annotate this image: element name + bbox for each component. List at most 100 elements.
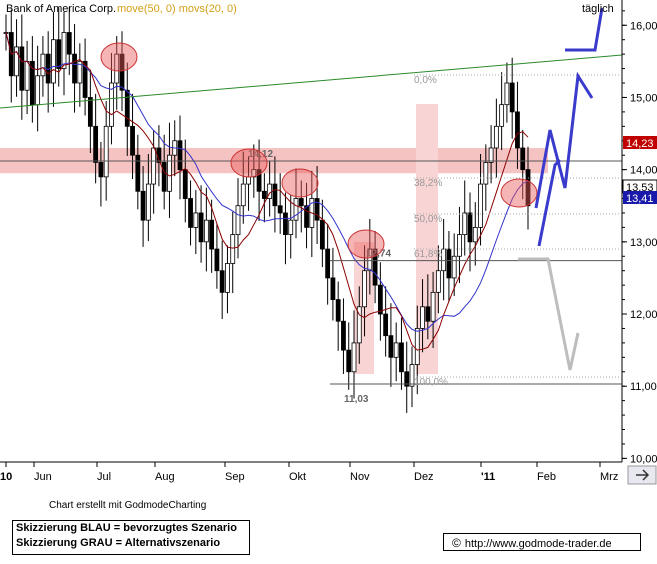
candle-body xyxy=(98,162,104,178)
candle-body xyxy=(478,183,483,228)
y-tick-label: 14,00 xyxy=(630,165,657,177)
price-tag-label: 14,23 xyxy=(626,138,654,150)
candle-body xyxy=(414,328,420,365)
candle-body xyxy=(167,154,172,192)
chart-credit: Chart erstellt mit GodmodeCharting xyxy=(49,500,207,511)
highlight-circle xyxy=(281,168,319,198)
price-tag-bg xyxy=(623,136,657,149)
candle-body xyxy=(40,53,46,77)
scenario-blue-mid xyxy=(537,158,562,247)
candle-body xyxy=(277,205,283,214)
candle-body xyxy=(351,342,357,373)
candle-body xyxy=(77,60,83,84)
x-tick-label: Sep xyxy=(225,471,245,483)
candle-body xyxy=(425,306,431,322)
x-tick-label: Okt xyxy=(289,471,306,483)
candle-body xyxy=(362,270,367,308)
scenario-blue-upper xyxy=(534,71,594,209)
legend-box: Skizzierung BLAU = bevorzugtes Szenario … xyxy=(12,520,250,555)
candle-body xyxy=(235,205,241,236)
candle-body xyxy=(383,313,389,337)
candle-body xyxy=(72,53,77,84)
fib-label: 38,2% xyxy=(414,178,442,189)
y-tick-label: 12,00 xyxy=(630,309,657,321)
indicator-label: move(50, 0) movs(20, 0) xyxy=(117,3,237,15)
candle-body xyxy=(151,147,157,185)
level-label: 11,03 xyxy=(344,394,369,405)
y-tick-label: 11,00 xyxy=(630,381,657,393)
candle-body xyxy=(246,176,251,185)
candle-body xyxy=(441,248,447,272)
candle-body xyxy=(35,75,41,106)
candle-body xyxy=(314,198,320,221)
x-tick-label: Jul xyxy=(97,471,111,483)
candle-body xyxy=(420,306,425,329)
candle-body xyxy=(19,46,25,91)
candle-body xyxy=(182,169,188,199)
candle-body xyxy=(272,183,278,207)
x-tick-label: Jun xyxy=(34,471,52,483)
website-link[interactable]: © http://www.godmode-trader.de xyxy=(443,533,641,551)
price-tag-bg xyxy=(623,191,657,204)
candle-body xyxy=(346,349,352,373)
x-tick-label: Feb xyxy=(537,471,556,483)
candle-body xyxy=(319,219,325,250)
x-tick-label: 10 xyxy=(0,471,12,483)
y-tick-label: 10,00 xyxy=(630,453,657,465)
candle-body xyxy=(325,248,331,279)
website-url[interactable]: http://www.godmode-trader.de xyxy=(464,538,612,550)
candle-body xyxy=(240,183,246,207)
candle-body xyxy=(515,111,520,149)
candle-body xyxy=(209,219,215,250)
candle-body xyxy=(93,125,99,163)
candle-body xyxy=(493,125,499,149)
level-label: 14,12 xyxy=(248,149,273,160)
trend-line xyxy=(0,54,623,109)
candle-body xyxy=(219,270,225,293)
fib-label: 100,0% xyxy=(414,377,448,388)
x-tick-label: Dez xyxy=(414,471,434,483)
candle-body xyxy=(66,32,72,55)
candle-body xyxy=(119,53,125,91)
candle-body xyxy=(193,212,199,228)
candle-body xyxy=(356,306,362,344)
candle-body xyxy=(56,39,62,69)
candle-body xyxy=(24,60,30,91)
candle-body xyxy=(256,169,262,192)
x-tick-label: Aug xyxy=(155,471,175,483)
candle-body xyxy=(283,212,288,236)
candle-body xyxy=(124,89,130,127)
candle-body xyxy=(29,60,35,106)
candle-body xyxy=(457,234,462,257)
candle-body xyxy=(103,125,109,178)
highlight-circle xyxy=(230,148,268,178)
candle-body xyxy=(261,190,267,199)
candle-body xyxy=(388,335,394,358)
candle-body xyxy=(61,32,67,69)
scenario-blue-top xyxy=(565,7,604,52)
candle-body xyxy=(161,162,167,192)
candle-body xyxy=(288,219,294,236)
x-tick-label: Nov xyxy=(350,471,370,483)
candle-body xyxy=(114,53,120,84)
candle-body xyxy=(87,97,93,127)
candle-body xyxy=(399,342,404,373)
sma20-line xyxy=(5,32,529,351)
candle-body xyxy=(335,299,341,322)
x-tick-label: '11 xyxy=(481,471,495,483)
sma50-line xyxy=(5,32,529,332)
candle-body xyxy=(499,104,505,127)
candle-body xyxy=(467,212,473,243)
plot-area xyxy=(0,0,622,462)
arrow-right-icon xyxy=(636,469,650,481)
candle-body xyxy=(435,270,441,293)
scenario-grey xyxy=(518,257,580,371)
period-label: täglich xyxy=(582,3,614,15)
candle-body xyxy=(130,125,135,156)
candle-body xyxy=(462,212,468,236)
candle-body xyxy=(304,205,309,228)
price-tag-label: 13,41 xyxy=(626,193,654,205)
candle-body xyxy=(446,248,452,279)
fib-label: 50,0% xyxy=(414,214,442,225)
